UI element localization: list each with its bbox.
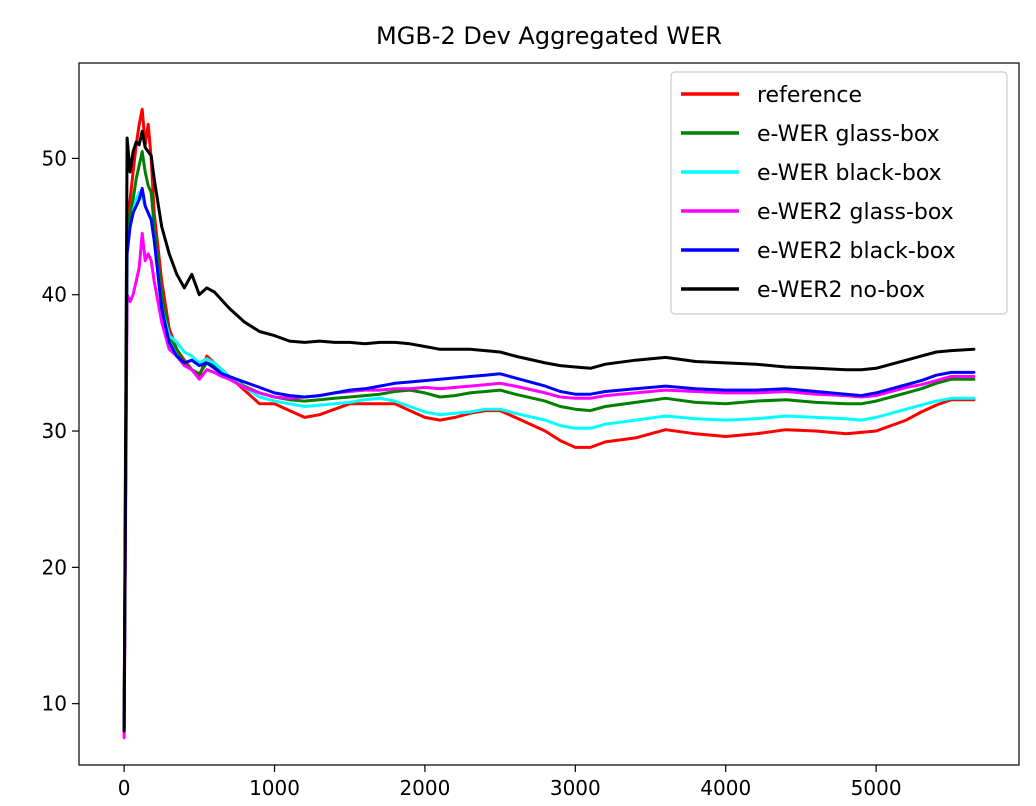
y-tick-label-0: 10 (42, 692, 67, 716)
axes-layer: 0 1000 2000 3000 4000 5000 10 20 30 40 50 (42, 146, 902, 800)
x-tick-label-1: 1000 (249, 776, 300, 800)
series-line-3 (122, 231, 976, 740)
y-tick-label-2: 30 (42, 419, 67, 443)
x-tick-label-2: 2000 (399, 776, 450, 800)
series-layer (122, 107, 976, 740)
y-tick-label-4: 50 (42, 146, 67, 170)
legend-box (670, 71, 1008, 315)
legend-label-1: e-WER glass-box (757, 122, 940, 147)
y-tick-label-3: 40 (42, 283, 67, 307)
x-tick-label-5: 5000 (851, 776, 902, 800)
legend-label-5: e-WER2 no-box (757, 278, 925, 303)
legend: reference e-WER glass-box e-WER black-box e… (670, 71, 1008, 315)
legend-label-3: e-WER2 glass-box (757, 200, 954, 225)
plot-frame (78, 62, 1020, 766)
y-tick-label-1: 20 (42, 555, 67, 579)
series-line-4 (122, 186, 976, 733)
chart-title: MGB-2 Dev Aggregated WER (376, 22, 722, 50)
legend-label-2: e-WER black-box (757, 161, 942, 186)
x-tick-label-4: 4000 (700, 776, 751, 800)
legend-label-4: e-WER2 black-box (757, 239, 956, 264)
series-line-5 (122, 129, 976, 733)
x-tick-label-3: 3000 (550, 776, 601, 800)
x-tick-label-0: 0 (118, 776, 131, 800)
legend-label-0: reference (757, 83, 862, 108)
series-line-1 (122, 150, 976, 733)
